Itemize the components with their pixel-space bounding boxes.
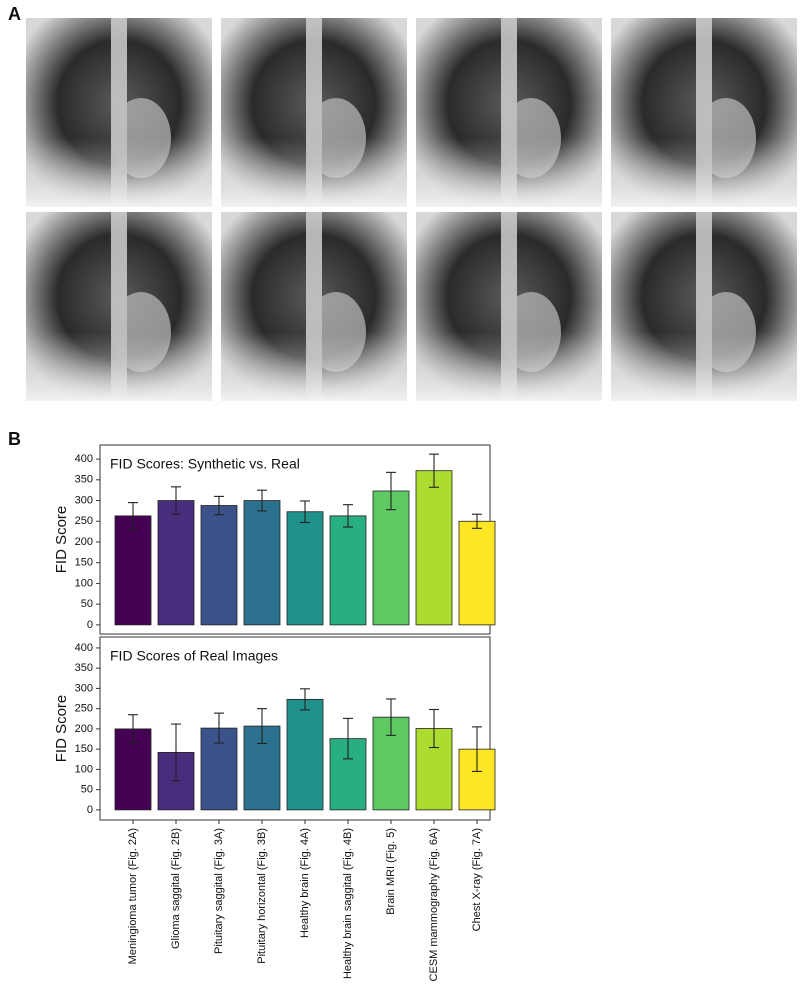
- bar: [243, 500, 281, 626]
- y-tick-label: 400: [75, 642, 93, 654]
- x-tick-label: CESM mammography (Fig. 6A): [428, 828, 440, 981]
- y-axis-label: FID Score: [53, 506, 70, 574]
- bar: [329, 515, 367, 626]
- y-tick-label: 100: [75, 577, 93, 589]
- y-tick-label: 150: [75, 743, 93, 755]
- y-tick-label: 0: [87, 804, 93, 816]
- panel-label: B: [8, 429, 21, 449]
- xray-abdomen: [416, 332, 602, 401]
- y-tick-label: 200: [75, 723, 93, 735]
- x-tick-label: Meningioma tumor (Fig. 2A): [127, 828, 139, 964]
- xray-abdomen: [26, 332, 212, 401]
- xray-abdomen: [416, 138, 602, 207]
- y-axis-label: FID Score: [53, 695, 70, 763]
- bar: [286, 698, 324, 811]
- bar: [372, 490, 410, 626]
- x-tick-label: Chest X-ray (Fig. 7A): [471, 828, 483, 931]
- chart-title: FID Scores of Real Images: [110, 648, 278, 664]
- y-tick-label: 400: [75, 453, 93, 465]
- chart-title: FID Scores: Synthetic vs. Real: [110, 456, 300, 472]
- y-tick-label: 50: [81, 598, 93, 610]
- xray-abdomen: [26, 138, 212, 207]
- y-tick-label: 350: [75, 662, 93, 674]
- x-tick-label: Pituitary saggital (Fig. 3A): [213, 828, 225, 954]
- x-tick-label: Glioma saggital (Fig. 2B): [170, 828, 182, 949]
- xray-abdomen: [221, 332, 407, 401]
- bar: [286, 511, 324, 626]
- y-tick-label: 250: [75, 515, 93, 527]
- bar: [157, 500, 195, 626]
- x-tick-label: Pituitary horizontal (Fig. 3B): [256, 828, 268, 964]
- bar: [114, 515, 152, 626]
- bar: [415, 470, 453, 626]
- y-tick-label: 100: [75, 763, 93, 775]
- x-tick-label: Healthy brain (Fig. 4A): [299, 828, 311, 938]
- xray-abdomen: [611, 138, 797, 207]
- y-tick-label: 350: [75, 474, 93, 486]
- xray-grid: [26, 18, 797, 401]
- y-tick-label: 150: [75, 557, 93, 569]
- y-tick-label: 50: [81, 784, 93, 796]
- y-tick-label: 300: [75, 682, 93, 694]
- y-tick-label: 250: [75, 703, 93, 715]
- bar: [200, 505, 238, 626]
- xray-abdomen: [221, 138, 407, 207]
- x-tick-label: Brain MRI (Fig. 5): [385, 828, 397, 915]
- y-tick-label: 200: [75, 536, 93, 548]
- y-tick-label: 0: [87, 619, 93, 631]
- y-tick-label: 300: [75, 494, 93, 506]
- bar: [458, 520, 496, 626]
- x-tick-label: Healthy brain saggital (Fig. 4B): [342, 828, 354, 979]
- panel-label: A: [8, 4, 21, 24]
- xray-abdomen: [611, 332, 797, 401]
